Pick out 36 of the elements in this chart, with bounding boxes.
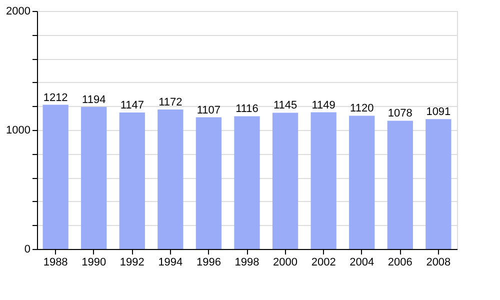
x-tick-label: 1990: [82, 256, 106, 268]
bar: [426, 119, 452, 249]
data-label: 1194: [82, 94, 106, 106]
x-tick-label: 2004: [350, 256, 374, 268]
data-label: 1116: [236, 103, 258, 116]
data-label: 1120: [350, 102, 374, 115]
x-tick-label: 2006: [388, 256, 412, 268]
x-tick-label: 1996: [196, 256, 221, 268]
x-tick-label: 2008: [426, 256, 451, 268]
x-tick-label: 1998: [234, 256, 260, 268]
x-tick-label: 2002: [311, 256, 336, 268]
y-tick-label: 1000: [6, 124, 30, 136]
bar: [81, 106, 107, 249]
bar: [234, 116, 260, 249]
y-tick-label: 0: [24, 244, 30, 256]
x-tick-label: 2000: [273, 256, 298, 268]
y-tick-label: 2000: [6, 6, 30, 18]
x-tick-label: 1988: [43, 256, 68, 268]
data-label: 1145: [273, 100, 298, 112]
data-label: 1078: [388, 108, 412, 120]
bar: [349, 116, 375, 249]
x-tick-label: 1994: [158, 256, 183, 268]
bar: [310, 112, 336, 249]
x-tick-label: 1992: [120, 256, 144, 268]
data-label: 1212: [43, 92, 68, 104]
bar: [119, 112, 145, 249]
data-label: 1149: [312, 99, 336, 112]
data-label: 1107: [196, 104, 221, 116]
data-label: 1147: [120, 100, 144, 112]
data-label: 1091: [426, 106, 451, 118]
bar: [42, 104, 68, 249]
bar: [196, 117, 222, 249]
bar: [272, 112, 298, 249]
data-label: 1172: [158, 96, 182, 109]
bar: [387, 120, 413, 249]
bar: [158, 110, 184, 249]
